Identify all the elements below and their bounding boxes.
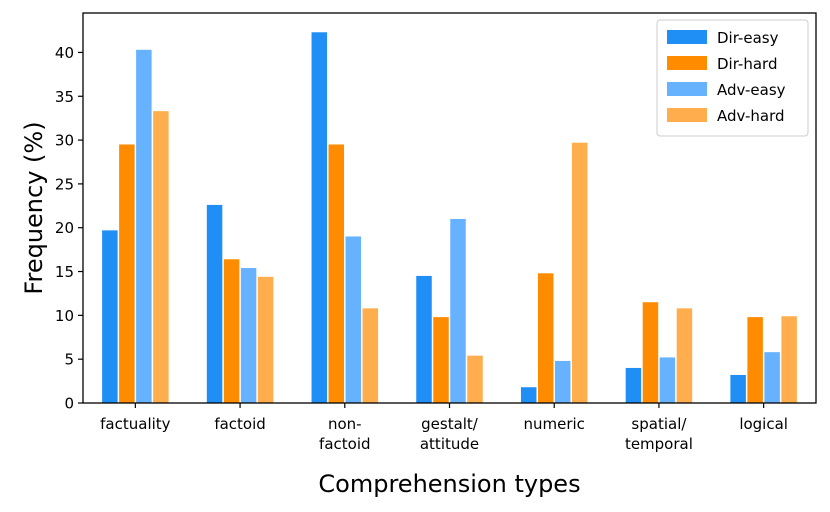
y-tick-label: 40 xyxy=(55,44,74,62)
x-tick-label: logical xyxy=(739,415,788,433)
bar-dir-easy-spatialtemporal xyxy=(625,367,642,403)
bar-dir-easy-nonfactoid xyxy=(311,32,328,403)
plot-frame xyxy=(82,12,817,404)
y-tick-label: 5 xyxy=(64,351,74,369)
y-tick-label: 25 xyxy=(55,175,74,193)
y-tick-label: 0 xyxy=(64,395,74,413)
bar-adv-easy-logical xyxy=(764,352,780,403)
legend-swatch xyxy=(667,82,707,96)
x-axis: factuality factoid non-factoid gestalt/atti… xyxy=(100,403,788,453)
legend-box xyxy=(656,19,809,137)
bar-dir-hard-nonfactoid xyxy=(328,144,345,403)
y-tick-label: 15 xyxy=(55,263,74,281)
bar-dir-easy-numeric xyxy=(520,387,537,403)
bar-adv-easy-gestaltattitude xyxy=(450,218,466,403)
bar-dir-easy-factoid xyxy=(206,204,223,403)
legend: Dir-easy Dir-hard Adv-easy Adv-hard xyxy=(656,19,809,137)
x-axis-title: Comprehension types xyxy=(318,470,580,498)
legend-label: Dir-easy xyxy=(717,29,779,47)
legend-label: Adv-easy xyxy=(717,81,786,99)
y-tick-label: 20 xyxy=(55,219,74,237)
x-tick-label: gestalt/attitude xyxy=(420,415,479,453)
legend-label: Adv-hard xyxy=(717,107,785,125)
y-tick-label: 10 xyxy=(55,307,74,325)
legend-swatch xyxy=(667,56,707,70)
bar-adv-easy-spatialtemporal xyxy=(659,357,676,403)
x-tick-label: factoid xyxy=(214,415,265,433)
y-tick-label: 35 xyxy=(55,88,74,106)
legend-swatch xyxy=(667,30,707,44)
bar-adv-hard-gestaltattitude xyxy=(467,355,483,403)
bar-adv-hard-numeric xyxy=(571,142,588,403)
bar-dir-easy-gestaltattitude xyxy=(416,275,432,403)
bar-dir-hard-factoid xyxy=(223,259,240,403)
y-tick-label: 30 xyxy=(55,132,74,150)
bar-adv-easy-factoid xyxy=(240,268,257,403)
bar-adv-hard-logical xyxy=(781,316,797,403)
bar-dir-easy-factuality xyxy=(102,230,118,403)
x-tick-label: non-factoid xyxy=(319,415,370,453)
bar-dir-hard-factuality xyxy=(119,144,135,403)
bar-dir-hard-spatialtemporal xyxy=(642,302,659,403)
bar-dir-easy-logical xyxy=(730,374,746,403)
legend-swatch xyxy=(667,108,707,122)
bar-dir-hard-numeric xyxy=(537,273,554,403)
bar-adv-easy-nonfactoid xyxy=(345,236,362,403)
x-tick-label: factuality xyxy=(100,415,171,433)
x-tick-label: spatial/temporal xyxy=(625,415,693,453)
bar-adv-hard-factuality xyxy=(153,111,169,403)
x-tick-label: numeric xyxy=(523,415,584,433)
bar-adv-hard-spatialtemporal xyxy=(676,308,693,403)
bar-dir-hard-gestaltattitude xyxy=(433,317,449,403)
bar-adv-hard-nonfactoid xyxy=(362,308,379,403)
bar-adv-hard-factoid xyxy=(257,276,274,403)
bar-dir-hard-logical xyxy=(747,317,763,403)
bar-adv-easy-numeric xyxy=(554,360,571,403)
bar-adv-easy-factuality xyxy=(136,49,152,404)
y-axis-title: Frequency (%) xyxy=(20,121,48,294)
y-axis: 0 5 10 15 20 25 30 35 40 xyxy=(55,44,83,413)
legend-label: Dir-hard xyxy=(717,55,777,73)
bars-layer xyxy=(102,32,797,404)
